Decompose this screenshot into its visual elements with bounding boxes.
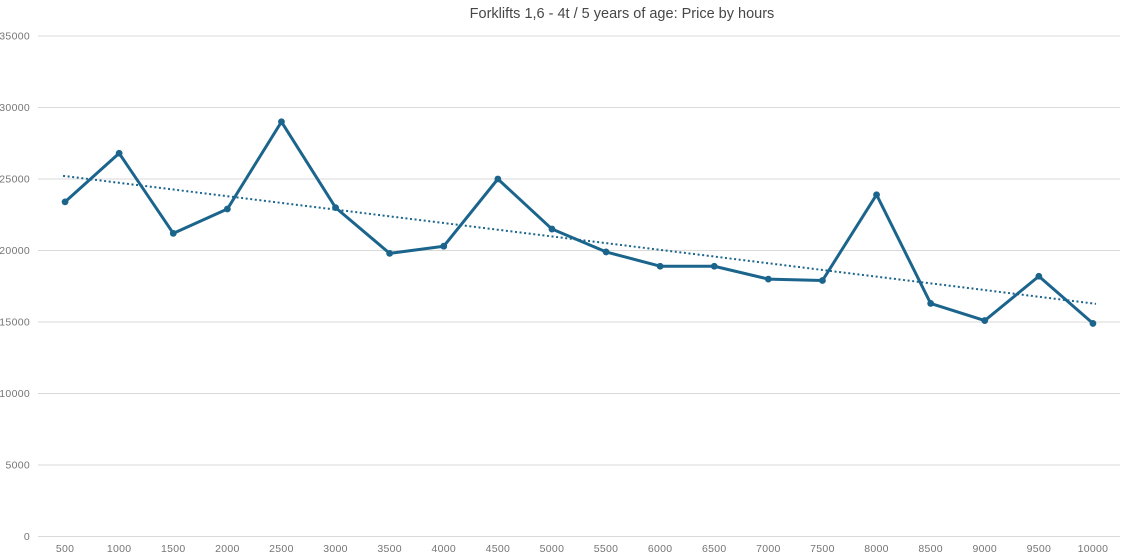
data-point bbox=[386, 249, 394, 257]
data-point bbox=[1089, 320, 1097, 327]
price-series bbox=[61, 118, 1097, 327]
x-tick-label: 1000 bbox=[107, 543, 132, 555]
data-point bbox=[873, 191, 880, 199]
x-tick-label: 5500 bbox=[594, 543, 619, 555]
x-tick-label: 7500 bbox=[810, 543, 835, 555]
data-point bbox=[440, 242, 448, 250]
y-tick-label: 20000 bbox=[0, 245, 30, 257]
gridlines bbox=[38, 35, 1120, 537]
data-point bbox=[819, 277, 826, 284]
y-tick-label: 10000 bbox=[0, 388, 30, 400]
x-tick-label: 3500 bbox=[377, 543, 402, 555]
y-tick-label: 0 bbox=[24, 531, 30, 543]
x-tick-label: 4000 bbox=[431, 543, 456, 555]
data-point bbox=[61, 198, 69, 206]
data-point bbox=[1035, 272, 1043, 280]
x-tick-label: 5000 bbox=[540, 543, 565, 555]
x-tick-label: 4500 bbox=[486, 543, 511, 555]
x-tick-label: 1500 bbox=[161, 543, 186, 555]
data-point bbox=[223, 205, 231, 213]
data-point bbox=[927, 300, 935, 307]
x-tick-label: 8000 bbox=[864, 543, 889, 555]
chart-title: Forklifts 1,6 - 4t / 5 years of age: Pri… bbox=[470, 6, 775, 22]
x-tick-label: 9500 bbox=[1027, 543, 1052, 555]
y-tick-label: 15000 bbox=[0, 317, 30, 329]
x-tick-label: 3000 bbox=[323, 543, 348, 555]
x-tick-label: 7000 bbox=[756, 543, 781, 555]
x-tick-label: 6500 bbox=[702, 543, 727, 555]
data-point bbox=[332, 204, 339, 212]
data-point bbox=[710, 262, 718, 270]
series-line bbox=[63, 120, 1095, 325]
x-tick-label: 500 bbox=[56, 543, 74, 555]
data-point bbox=[115, 149, 123, 157]
data-point bbox=[548, 225, 556, 233]
x-tick-label: 2000 bbox=[215, 543, 240, 555]
data-point bbox=[169, 229, 177, 237]
data-point bbox=[494, 175, 502, 183]
data-point bbox=[278, 118, 285, 126]
y-axis-labels: 0 5000 10000 15000 20000 25000 30000 35000 bbox=[0, 31, 30, 544]
x-tick-label: 6000 bbox=[648, 543, 673, 555]
x-tick-label: 2500 bbox=[269, 543, 294, 555]
y-tick-label: 5000 bbox=[5, 460, 30, 472]
y-tick-label: 25000 bbox=[0, 174, 30, 186]
x-tick-label: 8500 bbox=[918, 543, 943, 555]
y-tick-label: 35000 bbox=[0, 31, 30, 43]
x-tick-label: 9000 bbox=[972, 543, 997, 555]
x-axis-labels: 500 1000 1500 2000 2500 3000 3500 4000 4500 5000 5… bbox=[56, 543, 1108, 555]
y-tick-label: 30000 bbox=[0, 102, 30, 114]
data-point bbox=[656, 262, 664, 270]
x-tick-label: 10000 bbox=[1078, 543, 1109, 555]
data-point bbox=[602, 248, 610, 256]
data-point bbox=[981, 317, 989, 324]
data-point bbox=[764, 275, 772, 283]
